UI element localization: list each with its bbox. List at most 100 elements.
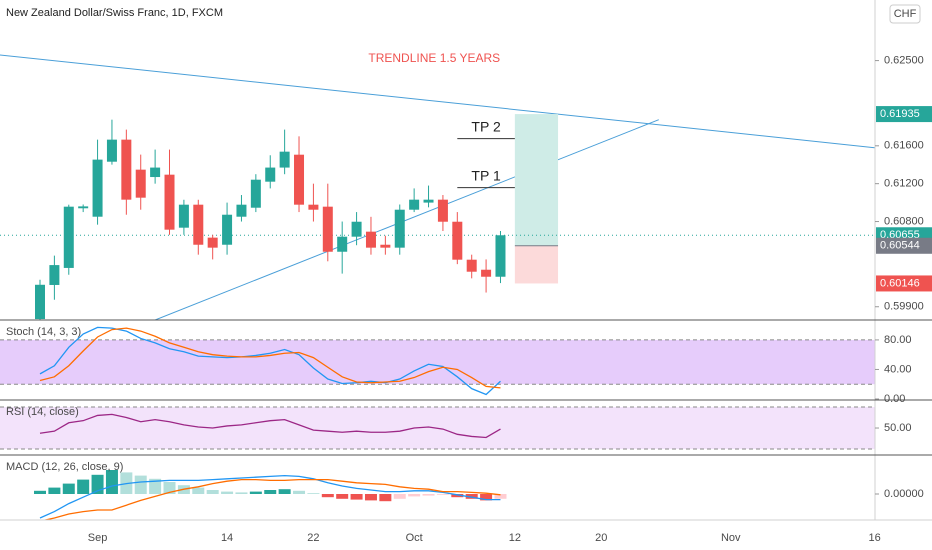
- candle-body: [207, 237, 218, 248]
- y-tick-label: 40.00: [884, 363, 912, 375]
- histogram-bar: [379, 494, 392, 502]
- histogram-bar: [134, 475, 147, 494]
- y-tick-label: 0.62500: [884, 54, 924, 66]
- candle-body: [409, 199, 420, 210]
- histogram-bar: [293, 490, 306, 494]
- histogram-bar: [105, 470, 118, 494]
- price-axis-bg: [875, 0, 932, 550]
- candle-body: [481, 269, 492, 277]
- candle-body: [308, 204, 319, 210]
- candle-body: [495, 235, 506, 277]
- histogram-bar: [264, 490, 277, 494]
- histogram-bar: [163, 482, 176, 494]
- currency-label[interactable]: CHF: [894, 8, 917, 20]
- x-tick-label: Oct: [406, 532, 423, 544]
- annotation: TRENDLINE 1.5 YEARS: [368, 51, 500, 65]
- candle-body: [466, 259, 477, 272]
- profit-zone: [514, 114, 559, 246]
- histogram-bar: [480, 494, 493, 501]
- histogram-bar: [408, 494, 421, 497]
- histogram-bar: [494, 494, 507, 499]
- candle-body: [193, 204, 204, 245]
- candle-body: [437, 199, 448, 222]
- indicator-pane: Stoch (14, 3, 3): [0, 326, 875, 396]
- candle-body: [78, 206, 89, 209]
- candle-body: [394, 209, 405, 248]
- trendline: [0, 54, 875, 149]
- candle-body: [49, 265, 60, 285]
- candle-body: [150, 167, 161, 178]
- currency-button[interactable]: [889, 4, 921, 24]
- tp-label: TP 1: [471, 167, 501, 183]
- chart-title: New Zealand Dollar/Swiss Franc, 1D, FXCM: [6, 7, 223, 19]
- histogram-bar: [278, 489, 291, 494]
- y-tick-label: 0.60800: [884, 215, 924, 227]
- y-tick-label: 0.00000: [884, 488, 924, 500]
- y-tick-label: 50.00: [884, 422, 912, 434]
- axes: 0.62500 0.61600 0.61200 0.60800 0.59900 0.619…: [88, 54, 932, 544]
- histogram-bar: [149, 478, 162, 494]
- candle-body: [164, 174, 175, 230]
- price-label: 0.60146: [880, 277, 920, 289]
- candle-body: [322, 206, 333, 252]
- pane-title: Stoch (14, 3, 3): [6, 326, 81, 338]
- tp-label: TP 2: [471, 118, 501, 134]
- x-tick-label: 16: [868, 532, 880, 544]
- candle-body: [121, 139, 132, 200]
- y-tick-label: 0.61200: [884, 178, 924, 190]
- histogram-bar: [221, 491, 234, 494]
- candle-body: [35, 284, 45, 320]
- histogram-bar: [48, 487, 61, 494]
- histogram-bar: [62, 483, 75, 494]
- y-tick-label: 0.00: [884, 393, 905, 405]
- histogram-bar: [364, 494, 377, 501]
- loss-zone: [514, 245, 559, 284]
- price-label-box: [876, 237, 932, 254]
- candle-body: [279, 151, 290, 168]
- price-label-box: [876, 106, 932, 123]
- band-fill: [0, 339, 875, 385]
- histogram-bar: [206, 490, 219, 494]
- histogram-bar: [350, 494, 363, 500]
- histogram-bar: [451, 494, 464, 498]
- histogram-bar: [34, 490, 46, 494]
- histogram-bar: [422, 494, 435, 496]
- candle-body: [423, 199, 434, 203]
- histogram-bar: [235, 492, 248, 494]
- x-tick-label: 12: [509, 532, 521, 544]
- candle-body: [250, 179, 261, 208]
- candle-body: [135, 169, 146, 198]
- x-tick-label: Nov: [721, 532, 741, 544]
- histogram-bar: [393, 494, 406, 499]
- series-line: [39, 474, 501, 519]
- macd-pane: MACD (12, 26, close, 9): [6, 461, 507, 520]
- price-pane: TP 2 TP 1 TRENDLINE 1.5 YEARS: [0, 51, 875, 320]
- price-label-box: [876, 275, 932, 292]
- indicator-pane: RSI (14, close): [0, 406, 875, 450]
- y-tick-label: 80.00: [884, 334, 912, 346]
- price-label: 0.61935: [880, 108, 920, 120]
- series-line: [39, 327, 501, 389]
- candle-body: [63, 206, 74, 268]
- candle-body: [265, 167, 276, 182]
- histogram-bar: [77, 479, 90, 494]
- candle-body: [222, 214, 233, 245]
- price-label: 0.60544: [880, 240, 920, 252]
- candle-body: [452, 221, 463, 260]
- candle-body: [106, 139, 117, 162]
- x-tick-label: 22: [307, 532, 319, 544]
- histogram-bar: [465, 494, 478, 499]
- histogram-bar: [336, 494, 349, 499]
- panes: TP 2 TP 1 TRENDLINE 1.5 YEARS Stoch (14, 3,…: [0, 51, 875, 520]
- candle-body: [178, 204, 189, 228]
- trendline: [154, 119, 659, 320]
- series-line: [42, 478, 501, 520]
- x-tick-label: 20: [595, 532, 607, 544]
- x-tick-label: Sep: [88, 532, 108, 544]
- histogram-bar: [192, 487, 205, 494]
- candle-body: [351, 221, 362, 237]
- x-tick-label: 14: [221, 532, 233, 544]
- series-line: [39, 413, 501, 439]
- y-tick-label: 0.59900: [884, 301, 924, 313]
